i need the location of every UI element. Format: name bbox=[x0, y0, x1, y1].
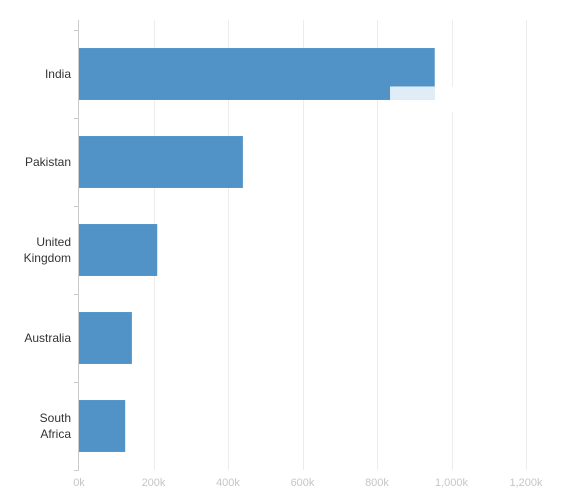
category-label: India bbox=[45, 67, 71, 81]
category-label: United Kingdom bbox=[24, 235, 71, 265]
x-tick-label: 200k bbox=[142, 477, 166, 489]
bar bbox=[79, 400, 126, 452]
bar bbox=[79, 312, 132, 364]
bars bbox=[79, 48, 455, 452]
x-tick-label: 1,000k bbox=[435, 477, 469, 489]
y-axis bbox=[74, 20, 79, 471]
bar-highlight bbox=[390, 86, 435, 100]
bar bbox=[79, 48, 435, 100]
x-tick-label: 400k bbox=[216, 477, 240, 489]
x-tick-label: 0k bbox=[73, 477, 85, 489]
x-tick-label: 800k bbox=[365, 477, 389, 489]
category-label: Australia bbox=[24, 331, 71, 345]
category-labels: India Pakistan United Kingdom Australia South… bbox=[24, 67, 72, 441]
bar bbox=[79, 136, 243, 188]
x-tick-label: 1,200k bbox=[509, 477, 543, 489]
x-tick-label: 600k bbox=[291, 477, 315, 489]
category-label: South Africa bbox=[40, 411, 72, 441]
category-label: Pakistan bbox=[25, 155, 71, 169]
x-tick-labels: 0k 200k 400k 600k 800k 1,000k 1,200k bbox=[73, 477, 543, 489]
bar-highlight-gap bbox=[434, 86, 455, 113]
bar bbox=[79, 224, 158, 276]
